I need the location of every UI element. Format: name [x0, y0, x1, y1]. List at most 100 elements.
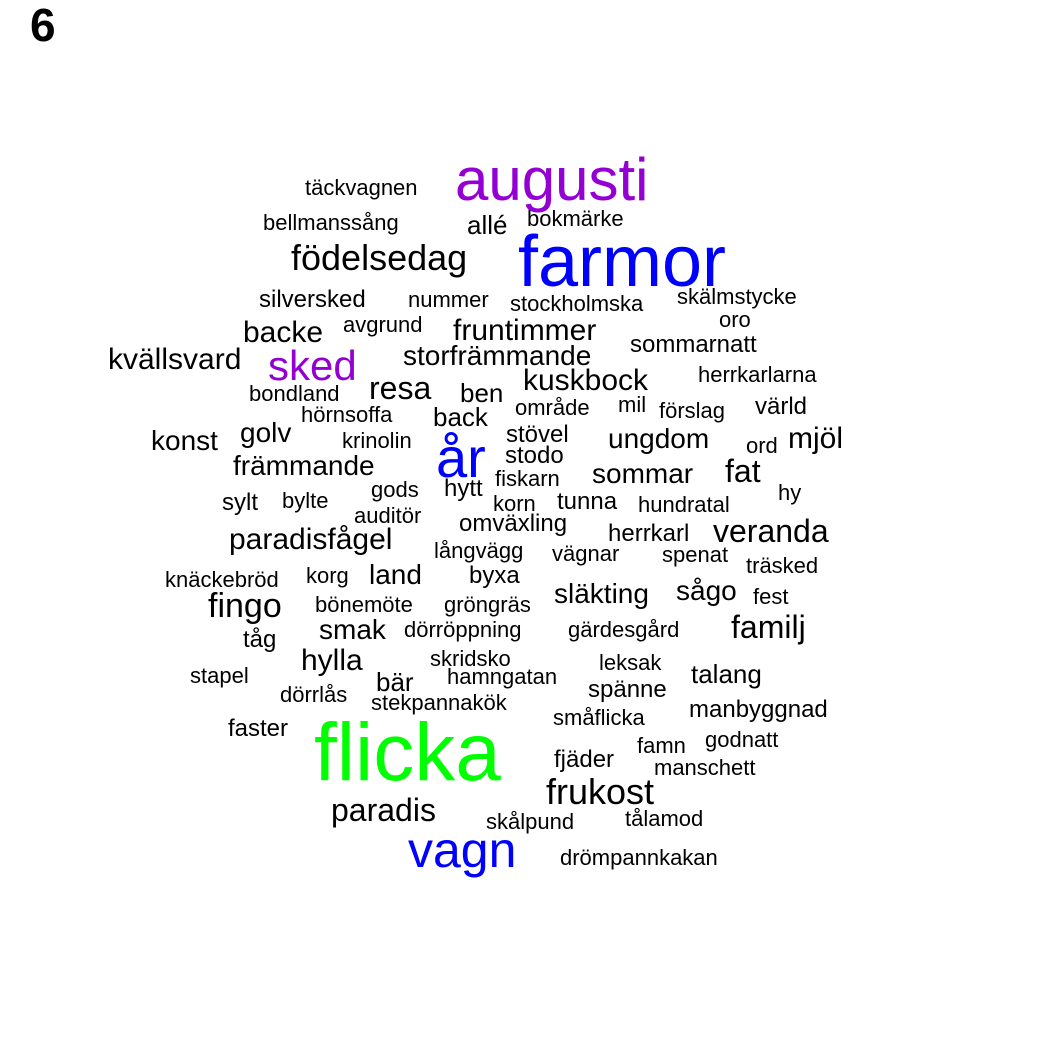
word-familj: familj: [731, 609, 806, 645]
word-paradisfagel: paradisfågel: [229, 523, 393, 556]
word-hornsoffa: hörnsoffa: [301, 402, 393, 427]
word-byxa: byxa: [469, 562, 520, 589]
word-omvaxling: omväxling: [459, 510, 568, 537]
word-auditor: auditör: [354, 503, 422, 528]
word-knackebrod: knäckebröd: [165, 567, 279, 592]
word-alle: allé: [467, 210, 508, 240]
word-bondland: bondland: [249, 381, 340, 406]
word-herrkarl: herrkarl: [608, 520, 690, 547]
word-resa: resa: [369, 370, 432, 406]
word-talamod: tålamod: [625, 806, 704, 831]
word-dorroppning: dörröppning: [404, 617, 522, 642]
word-bar: bär: [376, 667, 414, 697]
word-hamngatan: hamngatan: [447, 664, 558, 689]
word-avgrund: avgrund: [343, 312, 423, 337]
word-talang: talang: [691, 659, 762, 689]
word-paradis: paradis: [331, 792, 436, 828]
word-manbyggnad: manbyggnad: [689, 696, 828, 723]
word-kvallsvard: kvällsvard: [108, 343, 242, 376]
panel-label: 6: [30, 0, 56, 51]
word-skalpund: skålpund: [486, 809, 575, 834]
word-drompannkakan: drömpannkakan: [560, 845, 718, 870]
word-hytt: hytt: [444, 475, 483, 502]
word-sago: sågo: [676, 575, 737, 606]
word-manschett: manschett: [654, 755, 756, 780]
word-gardesgard: gärdesgård: [568, 617, 680, 642]
word-flicka: flicka: [314, 707, 501, 798]
word-fiskarn: fiskarn: [495, 466, 560, 491]
word-godnatt: godnatt: [705, 727, 779, 752]
word-frukost: frukost: [546, 771, 655, 812]
word-varld: värld: [755, 393, 808, 420]
word-korg: korg: [306, 563, 349, 588]
word-hundratal: hundratal: [638, 492, 730, 517]
word-land: land: [369, 559, 422, 590]
word-korn: korn: [493, 491, 536, 516]
word-smaflicka: småflicka: [553, 705, 645, 730]
word-nummer: nummer: [408, 287, 489, 312]
word-golv: golv: [240, 417, 292, 448]
word-smak: smak: [319, 614, 386, 645]
word-trasked: träsked: [746, 553, 819, 578]
word-tackvagnen: täckvagnen: [305, 175, 418, 200]
word-fruntimmer: fruntimmer: [453, 314, 597, 347]
word-fingo: fingo: [208, 587, 282, 625]
word-skridsko: skridsko: [430, 646, 511, 671]
word-tag: tåg: [243, 626, 277, 653]
word-silversked: silversked: [259, 286, 366, 313]
word-kuskbock: kuskbock: [523, 364, 649, 397]
word-stovel: stövel: [506, 421, 569, 448]
word-bonemote: bönemöte: [315, 592, 413, 617]
word-fodelsedag: födelsedag: [291, 237, 468, 278]
word-vagnar: vägnar: [552, 541, 620, 566]
word-bokmarke: bokmärke: [527, 206, 624, 231]
word-ord: ord: [746, 433, 778, 458]
word-faster: faster: [228, 715, 289, 742]
word-ar: år: [436, 426, 486, 489]
word-bylte: bylte: [282, 488, 329, 513]
word-fat: fat: [725, 453, 761, 489]
word-mil: mil: [618, 392, 647, 417]
word-back: back: [433, 402, 488, 432]
word-oro: oro: [719, 307, 751, 332]
word-tunna: tunna: [557, 488, 618, 515]
word-leksak: leksak: [599, 650, 662, 675]
word-slakting: släkting: [554, 578, 649, 609]
word-storframmande: storfrämmande: [403, 340, 592, 371]
word-grongras: gröngräs: [444, 592, 531, 617]
word-spanne: spänne: [588, 676, 667, 703]
word-ben: ben: [460, 378, 504, 408]
word-fjader: fjäder: [554, 746, 615, 773]
word-stekpannakok: stekpannakök: [371, 690, 507, 715]
word-augusti: augusti: [455, 146, 649, 213]
word-bellmanssang: bellmanssång: [263, 210, 399, 235]
word-sylt: sylt: [222, 489, 258, 516]
word-famn: famn: [637, 733, 686, 758]
word-hylla: hylla: [301, 644, 363, 677]
word-vagn: vagn: [408, 822, 517, 878]
word-spenat: spenat: [662, 542, 729, 567]
word-langvagg: långvägg: [434, 538, 524, 563]
word-herrkarlarna: herrkarlarna: [698, 362, 817, 387]
word-hy: hy: [778, 480, 802, 505]
word-frammande: främmande: [233, 450, 375, 481]
word-sommar: sommar: [592, 458, 694, 489]
word-fest: fest: [753, 584, 789, 609]
word-backe: backe: [243, 316, 324, 349]
word-stapel: stapel: [190, 663, 249, 688]
word-omrade: område: [515, 395, 590, 420]
word-dorrlas: dörrlås: [280, 682, 348, 707]
word-ungdom: ungdom: [608, 423, 710, 454]
word-krinolin: krinolin: [342, 428, 412, 453]
word-forslag: förslag: [659, 398, 726, 423]
word-mjol: mjöl: [788, 422, 844, 455]
word-farmor: farmor: [518, 222, 727, 302]
word-konst: konst: [151, 425, 218, 456]
word-gods: gods: [371, 477, 419, 502]
word-sked: sked: [268, 342, 357, 389]
word-stodo: stodo: [505, 442, 564, 469]
word-veranda: veranda: [713, 513, 829, 549]
word-skalmstycke: skälmstycke: [677, 284, 797, 309]
word-stockholmska: stockholmska: [510, 291, 644, 316]
